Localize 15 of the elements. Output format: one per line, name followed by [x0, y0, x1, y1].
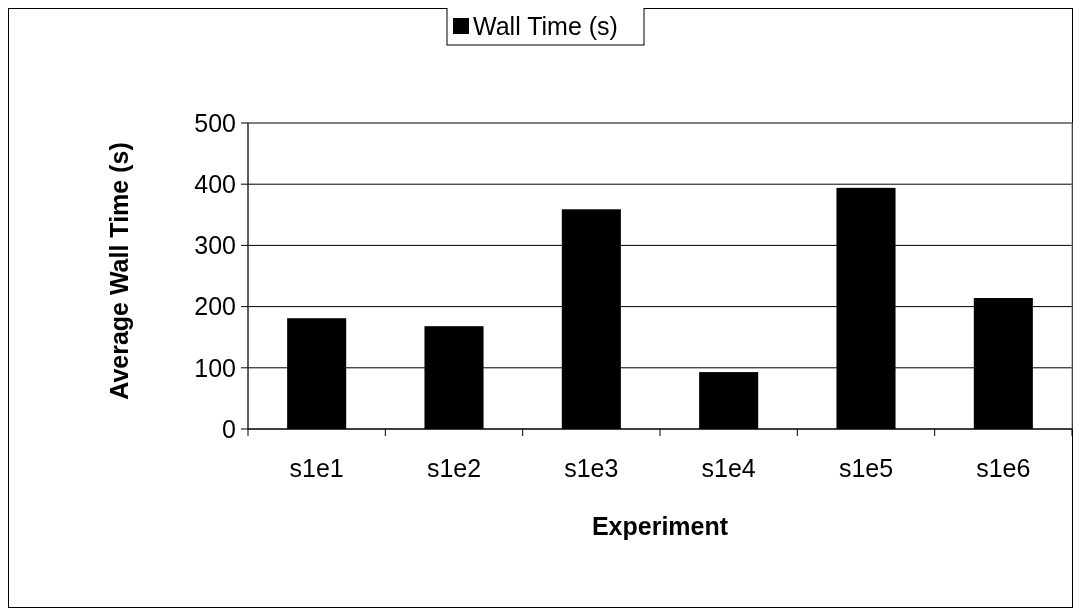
- y-tick-label: 100: [194, 353, 236, 382]
- x-tick-label: s1e2: [426, 454, 482, 482]
- x-tick-label: s1e4: [701, 454, 756, 482]
- y-tick-label: 200: [194, 292, 236, 321]
- x-tick-label: s1e6: [976, 454, 1031, 482]
- x-tick-label: s1e3: [564, 454, 619, 482]
- x-axis-title: Experiment: [591, 512, 729, 540]
- y-tick-label: 500: [194, 108, 236, 137]
- y-tick-label: 400: [194, 169, 236, 198]
- x-tick-label: s1e5: [838, 454, 894, 482]
- y-tick-label: 0: [222, 414, 236, 443]
- legend-label: Wall Time (s): [473, 11, 618, 40]
- y-axis-title: Average Wall Time (s): [105, 142, 133, 400]
- y-tick-label: 300: [194, 231, 236, 260]
- x-tick-label: s1e1: [289, 454, 344, 482]
